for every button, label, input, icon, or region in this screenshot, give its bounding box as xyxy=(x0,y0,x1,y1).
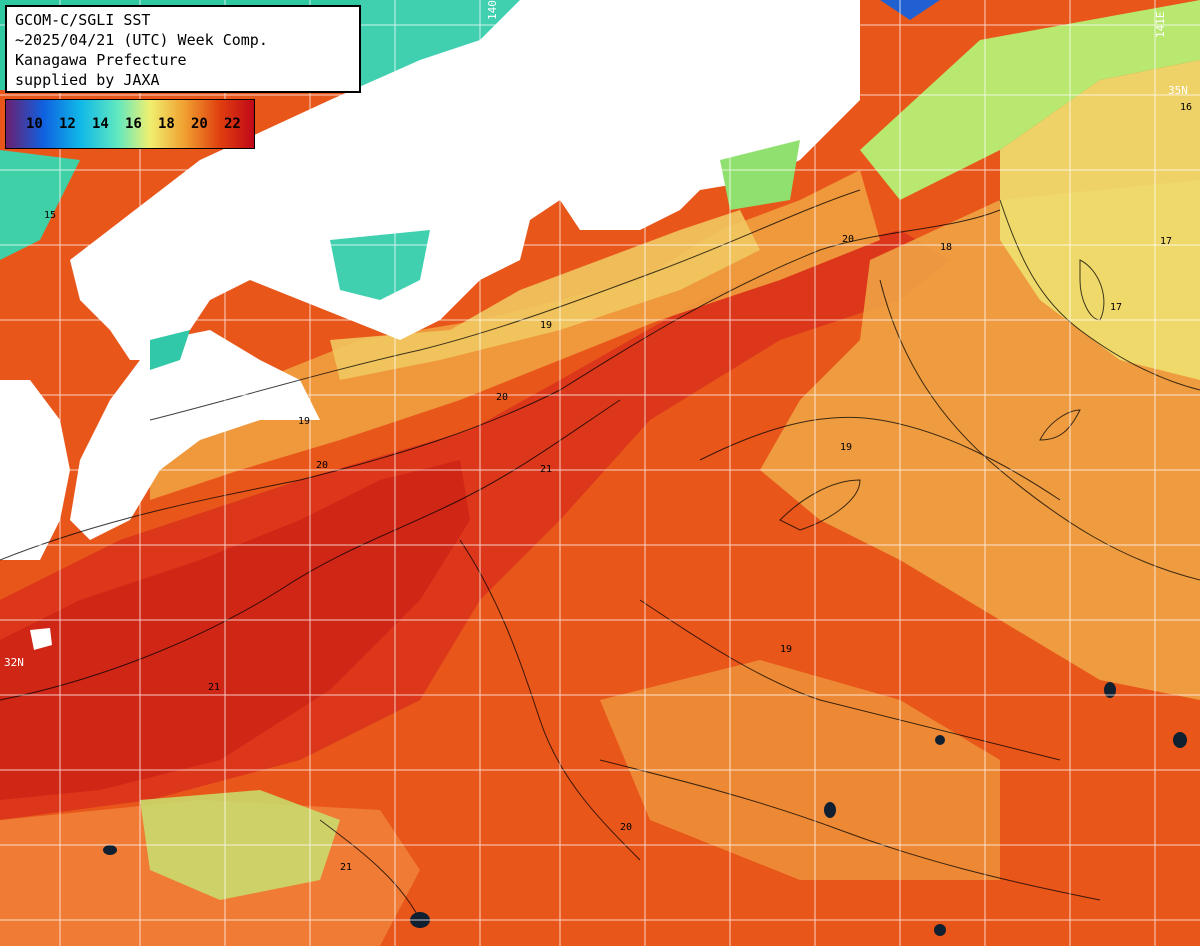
title-line-3: Kanagawa Prefecture xyxy=(15,51,187,69)
svg-text:21: 21 xyxy=(540,464,552,475)
svg-text:140E: 140E xyxy=(486,0,499,20)
legend-label: 16 xyxy=(125,116,142,132)
svg-text:17: 17 xyxy=(1160,236,1172,247)
legend-label: 10 xyxy=(26,116,43,132)
cool-sea-northeast xyxy=(1000,60,1200,380)
svg-text:20: 20 xyxy=(842,234,854,245)
color-legend: 10 12 14 16 18 20 22 xyxy=(5,99,255,149)
svg-text:20: 20 xyxy=(620,822,632,833)
contour-labels: 19 19 19 19 20 20 20 20 21 21 21 18 17 1… xyxy=(44,102,1192,873)
deep-blue-spot xyxy=(880,0,940,20)
coastal-cool-patch-3 xyxy=(720,140,800,210)
svg-text:18: 18 xyxy=(940,242,952,253)
svg-text:20: 20 xyxy=(316,460,328,471)
svg-text:19: 19 xyxy=(540,320,552,331)
svg-text:15: 15 xyxy=(44,210,56,221)
legend-label: 18 xyxy=(158,116,175,132)
svg-text:16: 16 xyxy=(1180,102,1192,113)
coastal-cool-patch-1 xyxy=(330,230,430,300)
svg-text:19: 19 xyxy=(298,416,310,427)
svg-text:21: 21 xyxy=(208,682,220,693)
contour-lines xyxy=(0,189,1200,921)
grid-labels: 35N 32N 140E 141E xyxy=(4,0,1188,669)
svg-text:19: 19 xyxy=(840,442,852,453)
title-line-4: supplied by JAXA xyxy=(15,71,160,89)
mild-sea-nearshore xyxy=(330,210,760,380)
legend-label: 12 xyxy=(59,116,76,132)
svg-text:20: 20 xyxy=(496,392,508,403)
title-box: GCOM-C/SGLI SST ~2025/04/21 (UTC) Week C… xyxy=(5,5,361,93)
svg-text:141E: 141E xyxy=(1154,12,1167,39)
svg-text:21: 21 xyxy=(340,862,352,873)
land-kii-peninsula xyxy=(70,330,320,540)
land-islet xyxy=(30,628,52,650)
title-line-2: ~2025/04/21 (UTC) Week Comp. xyxy=(15,31,268,49)
svg-text:32N: 32N xyxy=(4,656,24,669)
legend-label: 22 xyxy=(224,116,241,132)
svg-text:35N: 35N xyxy=(1168,84,1188,97)
title-line-1: GCOM-C/SGLI SST xyxy=(15,11,151,29)
land-honshu xyxy=(70,0,860,360)
svg-text:17: 17 xyxy=(1110,302,1122,313)
cool-sea-coast xyxy=(860,0,1200,200)
svg-text:19: 19 xyxy=(780,644,792,655)
legend-label: 14 xyxy=(92,116,109,132)
coastal-cool-patch-2 xyxy=(150,330,190,370)
legend-labels: 10 12 14 16 18 20 22 xyxy=(26,116,257,132)
legend-gradient xyxy=(6,100,254,148)
legend-label: 20 xyxy=(191,116,208,132)
